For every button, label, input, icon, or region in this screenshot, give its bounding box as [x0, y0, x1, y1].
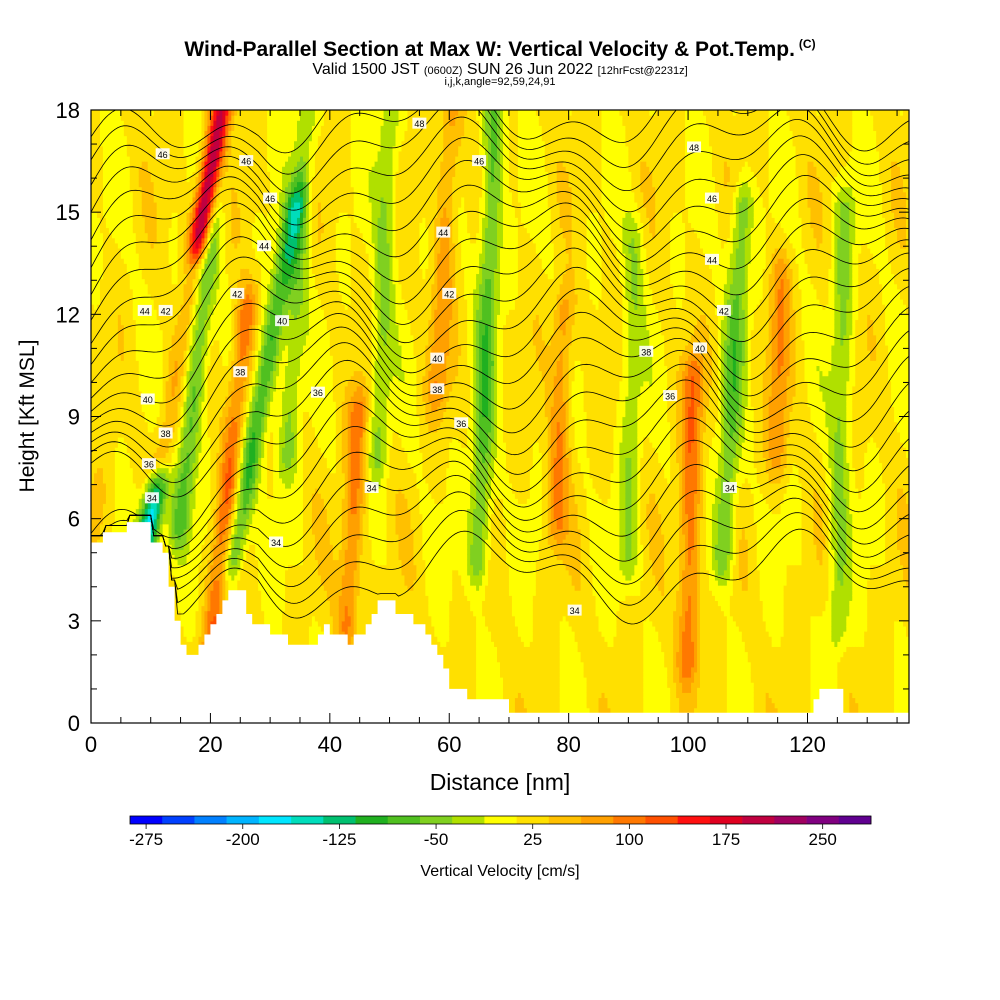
cross-section-chart: 48484646 46464644444444 4242 42424040403838…	[0, 0, 1000, 1000]
